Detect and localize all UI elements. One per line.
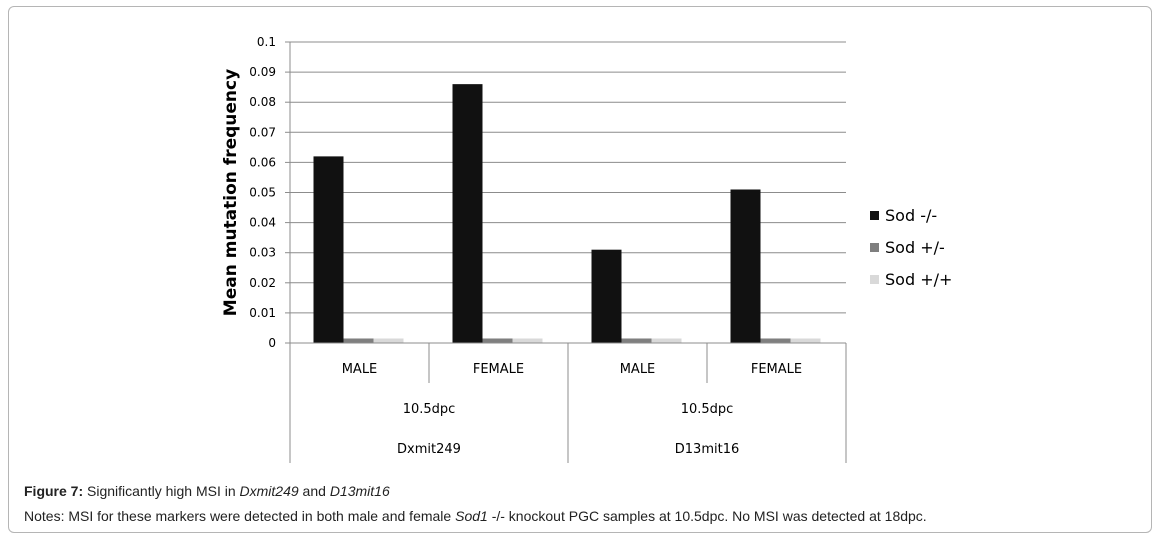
- bar-chart: 0 0.01 0.02 0.03 0.04 0.05 0.06 0.07 0.08 0.09 0.1…: [221, 35, 952, 463]
- x-group-marker-label: D13mit16: [675, 442, 739, 457]
- y-tick-label: 0.07: [249, 125, 276, 139]
- caption-marker-1: Dxmit249: [239, 483, 299, 499]
- x-tick-label: MALE: [620, 362, 656, 377]
- legend-swatch: [870, 243, 879, 252]
- x-tick-label: FEMALE: [473, 362, 524, 377]
- figure-notes: Notes: MSI for these markers were detect…: [24, 508, 927, 524]
- y-axis-label: Mean mutation frequency: [221, 69, 241, 316]
- y-tick-label: 0.08: [249, 95, 276, 109]
- bar-sod-: [760, 338, 791, 343]
- bar-sod-: [482, 338, 513, 343]
- caption-text-2: and: [298, 483, 330, 499]
- legend-label: Sod -/-: [885, 206, 937, 225]
- bar-sod-: [621, 338, 652, 343]
- y-tick-label: 0.01: [249, 306, 276, 320]
- y-tick-label: 0.1: [257, 35, 276, 49]
- caption-text-1: Significantly high MSI in: [83, 483, 240, 499]
- notes-gene: Sod1: [455, 508, 488, 524]
- figure-caption: Figure 7: Significantly high MSI in Dxmi…: [24, 483, 390, 499]
- y-tick-label: 0: [268, 336, 276, 350]
- caption-label: Figure 7:: [24, 483, 84, 499]
- notes-text-2: -/- knockout PGC samples at 10.5dpc. No …: [487, 508, 927, 524]
- bar-sod-: [313, 156, 344, 343]
- bar-sod-: [512, 338, 543, 343]
- y-tick-label: 0.05: [249, 186, 276, 200]
- figure-frame: [8, 6, 1152, 533]
- y-tick-label: 0.03: [249, 246, 276, 260]
- bar-sod-: [373, 338, 404, 343]
- x-tick-label: FEMALE: [751, 362, 802, 377]
- bar-sod-: [790, 338, 821, 343]
- x-tick-label: MALE: [342, 362, 378, 377]
- x-group-stage-label: 10.5dpc: [403, 402, 456, 417]
- bar-sod-: [591, 249, 622, 343]
- bar-sod-: [343, 338, 374, 343]
- y-tick-label: 0.02: [249, 276, 276, 290]
- bar-sod-: [651, 338, 682, 343]
- y-tick-label: 0.09: [249, 65, 276, 79]
- legend-swatch: [870, 211, 879, 220]
- x-group-stage-label: 10.5dpc: [681, 402, 734, 417]
- bar-sod-: [730, 189, 761, 343]
- bar-sod-: [452, 84, 483, 343]
- notes-text-1: Notes: MSI for these markers were detect…: [24, 508, 456, 524]
- legend-label: Sod +/+: [885, 270, 952, 289]
- x-group-marker-label: Dxmit249: [397, 442, 461, 457]
- y-tick-label: 0.06: [249, 155, 276, 169]
- legend-label: Sod +/-: [885, 238, 945, 257]
- caption-marker-2: D13mit16: [329, 483, 390, 499]
- legend-swatch: [870, 275, 879, 284]
- y-tick-label: 0.04: [249, 216, 276, 230]
